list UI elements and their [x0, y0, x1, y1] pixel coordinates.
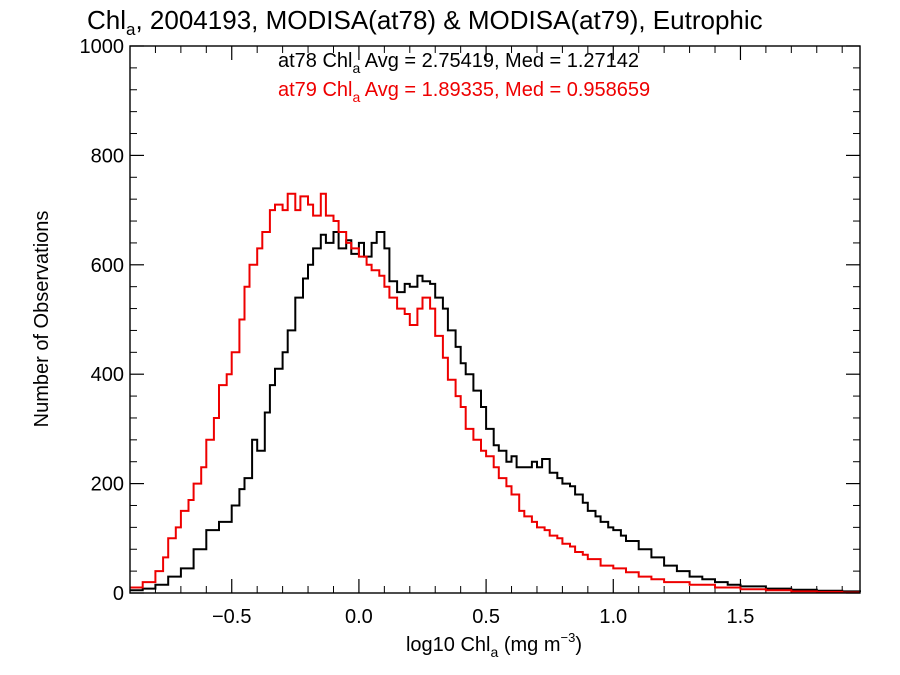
- chart-title-subscript: a: [126, 20, 136, 39]
- y-tick-label: 200: [91, 474, 124, 496]
- chart-title: Chla, 2004193, MODISA(at78) & MODISA(at7…: [87, 5, 763, 39]
- x-tick-label: 1.5: [727, 606, 755, 628]
- y-tick-label: 0: [113, 583, 124, 605]
- y-tick-label: 1000: [80, 36, 125, 58]
- y-tick-label: 800: [91, 145, 124, 167]
- y-tick-labels: 0 200 400 600 800 1000: [80, 36, 125, 605]
- series-stat-at79: at79 Chla Avg = 1.89335, Med = 0.958659: [278, 79, 650, 105]
- plot-frame: [129, 45, 861, 594]
- x-tick-label: 1.0: [599, 606, 627, 628]
- x-tick-label: 0.5: [472, 606, 500, 628]
- y-tick-label: 600: [91, 255, 124, 277]
- x-axis-title: log10 Chla (mg m−3): [406, 630, 582, 660]
- x-tick-label: 0.0: [345, 606, 373, 628]
- series-stat-at78: at78 Chla Avg = 2.75419, Med = 1.27142: [278, 50, 639, 76]
- series-line-at78: [130, 231, 861, 593]
- y-axis-title: Number of Observations: [31, 211, 53, 428]
- x-tick-label: −0.5: [212, 606, 251, 628]
- series-layer: [130, 192, 861, 594]
- series-line-at79: [130, 192, 860, 594]
- y-tick-label: 400: [91, 364, 124, 386]
- x-tick-labels: −0.5 0.0 0.5 1.0 1.5: [212, 606, 754, 628]
